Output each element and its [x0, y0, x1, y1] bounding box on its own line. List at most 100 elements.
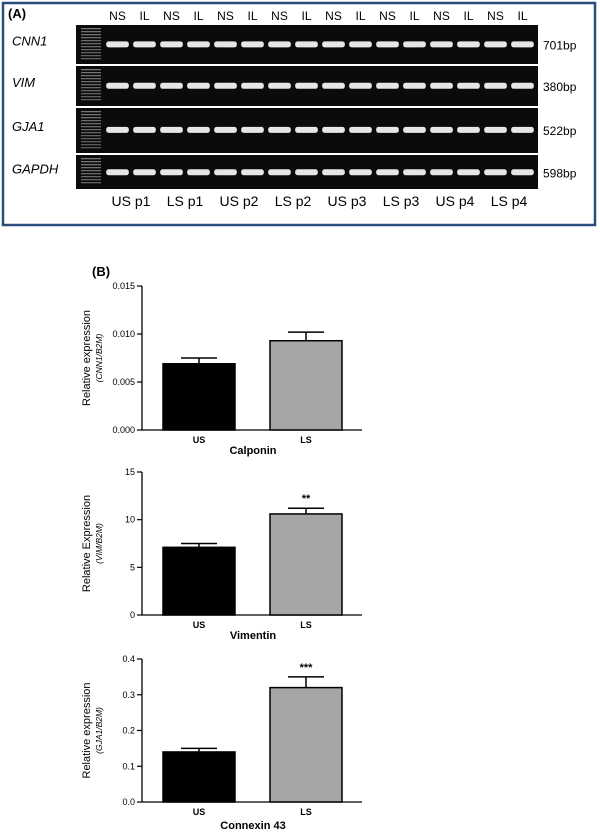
gel-band — [133, 41, 156, 48]
y-tick-label: 0.3 — [122, 690, 135, 700]
bar-ls — [269, 513, 343, 616]
significance-marker: ** — [302, 493, 311, 505]
gel-band — [268, 126, 291, 133]
gel-band — [403, 126, 426, 133]
y-axis-label: Relative expression — [81, 310, 93, 406]
chart-3: 0.0 0.1 0.2 0.3 0.4 Relative expression (GJA1/… — [81, 654, 362, 832]
sample-labels: US p1 LS p1 US p2 LS p2 US p3 LS p3 US p4 LS p4 — [112, 193, 528, 209]
gel-band — [160, 41, 183, 48]
chart-title: Vimentin — [230, 630, 277, 642]
gel-band — [268, 82, 291, 89]
lane-header: NS — [163, 9, 180, 23]
gel-band — [349, 169, 372, 176]
gel-band — [457, 41, 480, 48]
lane-header: NS — [379, 9, 396, 23]
y-tick-label: 0.0 — [122, 797, 135, 807]
chart-title: Calponin — [229, 445, 276, 457]
x-tick-label: LS — [300, 807, 312, 817]
gel-band — [376, 41, 399, 48]
lane-header: IL — [301, 9, 311, 23]
sample-label: US p4 — [436, 193, 475, 209]
gel-band — [349, 126, 372, 133]
gel-band — [322, 82, 345, 89]
lane-header: IL — [193, 9, 203, 23]
gel-band — [511, 82, 534, 89]
y-axis-sublabel: (VIM/B2M) — [94, 523, 104, 564]
gel-band — [295, 82, 318, 89]
gel-band — [322, 41, 345, 48]
significance-marker: *** — [300, 662, 314, 674]
gel-band — [106, 41, 129, 48]
gel-band — [430, 41, 453, 48]
bar-us — [162, 363, 236, 431]
gel-band — [511, 41, 534, 48]
sample-label: LS p2 — [275, 193, 312, 209]
ladder — [81, 28, 101, 60]
gel-band — [241, 169, 264, 176]
bar-us — [162, 546, 236, 616]
lane-header: NS — [217, 9, 234, 23]
lane-header: IL — [247, 9, 257, 23]
lane-header: IL — [463, 9, 473, 23]
gel-band — [187, 41, 210, 48]
gel-band — [322, 126, 345, 133]
lane-header: NS — [487, 9, 504, 23]
gel-band — [403, 41, 426, 48]
chart-title: Connexin 43 — [220, 820, 285, 832]
gel-band — [349, 82, 372, 89]
gel-band — [403, 169, 426, 176]
gel-row-vim: VIM 380bp — [12, 66, 577, 106]
sample-label: US p2 — [220, 193, 259, 209]
bar-us — [162, 751, 236, 803]
gel-band — [376, 126, 399, 133]
gel-band — [295, 126, 318, 133]
gel-band — [268, 169, 291, 176]
gel-band — [133, 169, 156, 176]
y-axis-sublabel: (CNN1/B2M) — [94, 334, 104, 383]
gene-label: GJA1 — [12, 119, 45, 134]
y-axis-label: Relative expression — [81, 683, 93, 779]
gel-band — [160, 82, 183, 89]
gel-band — [430, 82, 453, 89]
gel-band — [187, 126, 210, 133]
gel-band — [160, 169, 183, 176]
ladder — [81, 111, 101, 149]
gel-band — [484, 126, 507, 133]
gel-band — [457, 82, 480, 89]
gel-band — [349, 41, 372, 48]
y-tick-label: 0.005 — [112, 377, 135, 387]
gel-band — [376, 169, 399, 176]
gel-band — [457, 169, 480, 176]
y-tick-label: 5 — [130, 562, 135, 572]
gel-row-gja1: GJA1 522bp — [12, 108, 577, 153]
lane-header: IL — [139, 9, 149, 23]
chart-2: 0 5 10 15 Relative Expression (VIM/B2M) US ** LS… — [81, 467, 362, 642]
sample-label: LS p3 — [383, 193, 420, 209]
gel-band — [214, 41, 237, 48]
band-size-label: 598bp — [543, 166, 577, 180]
y-tick-label: 0.2 — [122, 726, 135, 736]
gel-band — [457, 126, 480, 133]
gel-band — [484, 41, 507, 48]
ladder — [81, 158, 101, 184]
gel-band — [133, 82, 156, 89]
gel-band — [511, 126, 534, 133]
gene-label: CNN1 — [12, 33, 47, 48]
y-axis-sublabel: (GJA1/B2M) — [94, 707, 104, 754]
gene-label: GAPDH — [12, 161, 59, 176]
y-tick-label: 10 — [125, 515, 135, 525]
y-tick-label: 0.015 — [112, 281, 135, 291]
gel-band — [430, 126, 453, 133]
band-size-label: 380bp — [543, 80, 577, 94]
gel-band — [133, 126, 156, 133]
gel-band — [106, 169, 129, 176]
y-tick-label: 0.000 — [112, 425, 135, 435]
gel-band — [376, 82, 399, 89]
lane-header: IL — [517, 9, 527, 23]
y-tick-label: 0.4 — [122, 654, 135, 664]
bar-ls — [269, 339, 343, 431]
gel-band — [484, 169, 507, 176]
gel-band — [241, 82, 264, 89]
x-tick-label: US — [193, 435, 206, 445]
